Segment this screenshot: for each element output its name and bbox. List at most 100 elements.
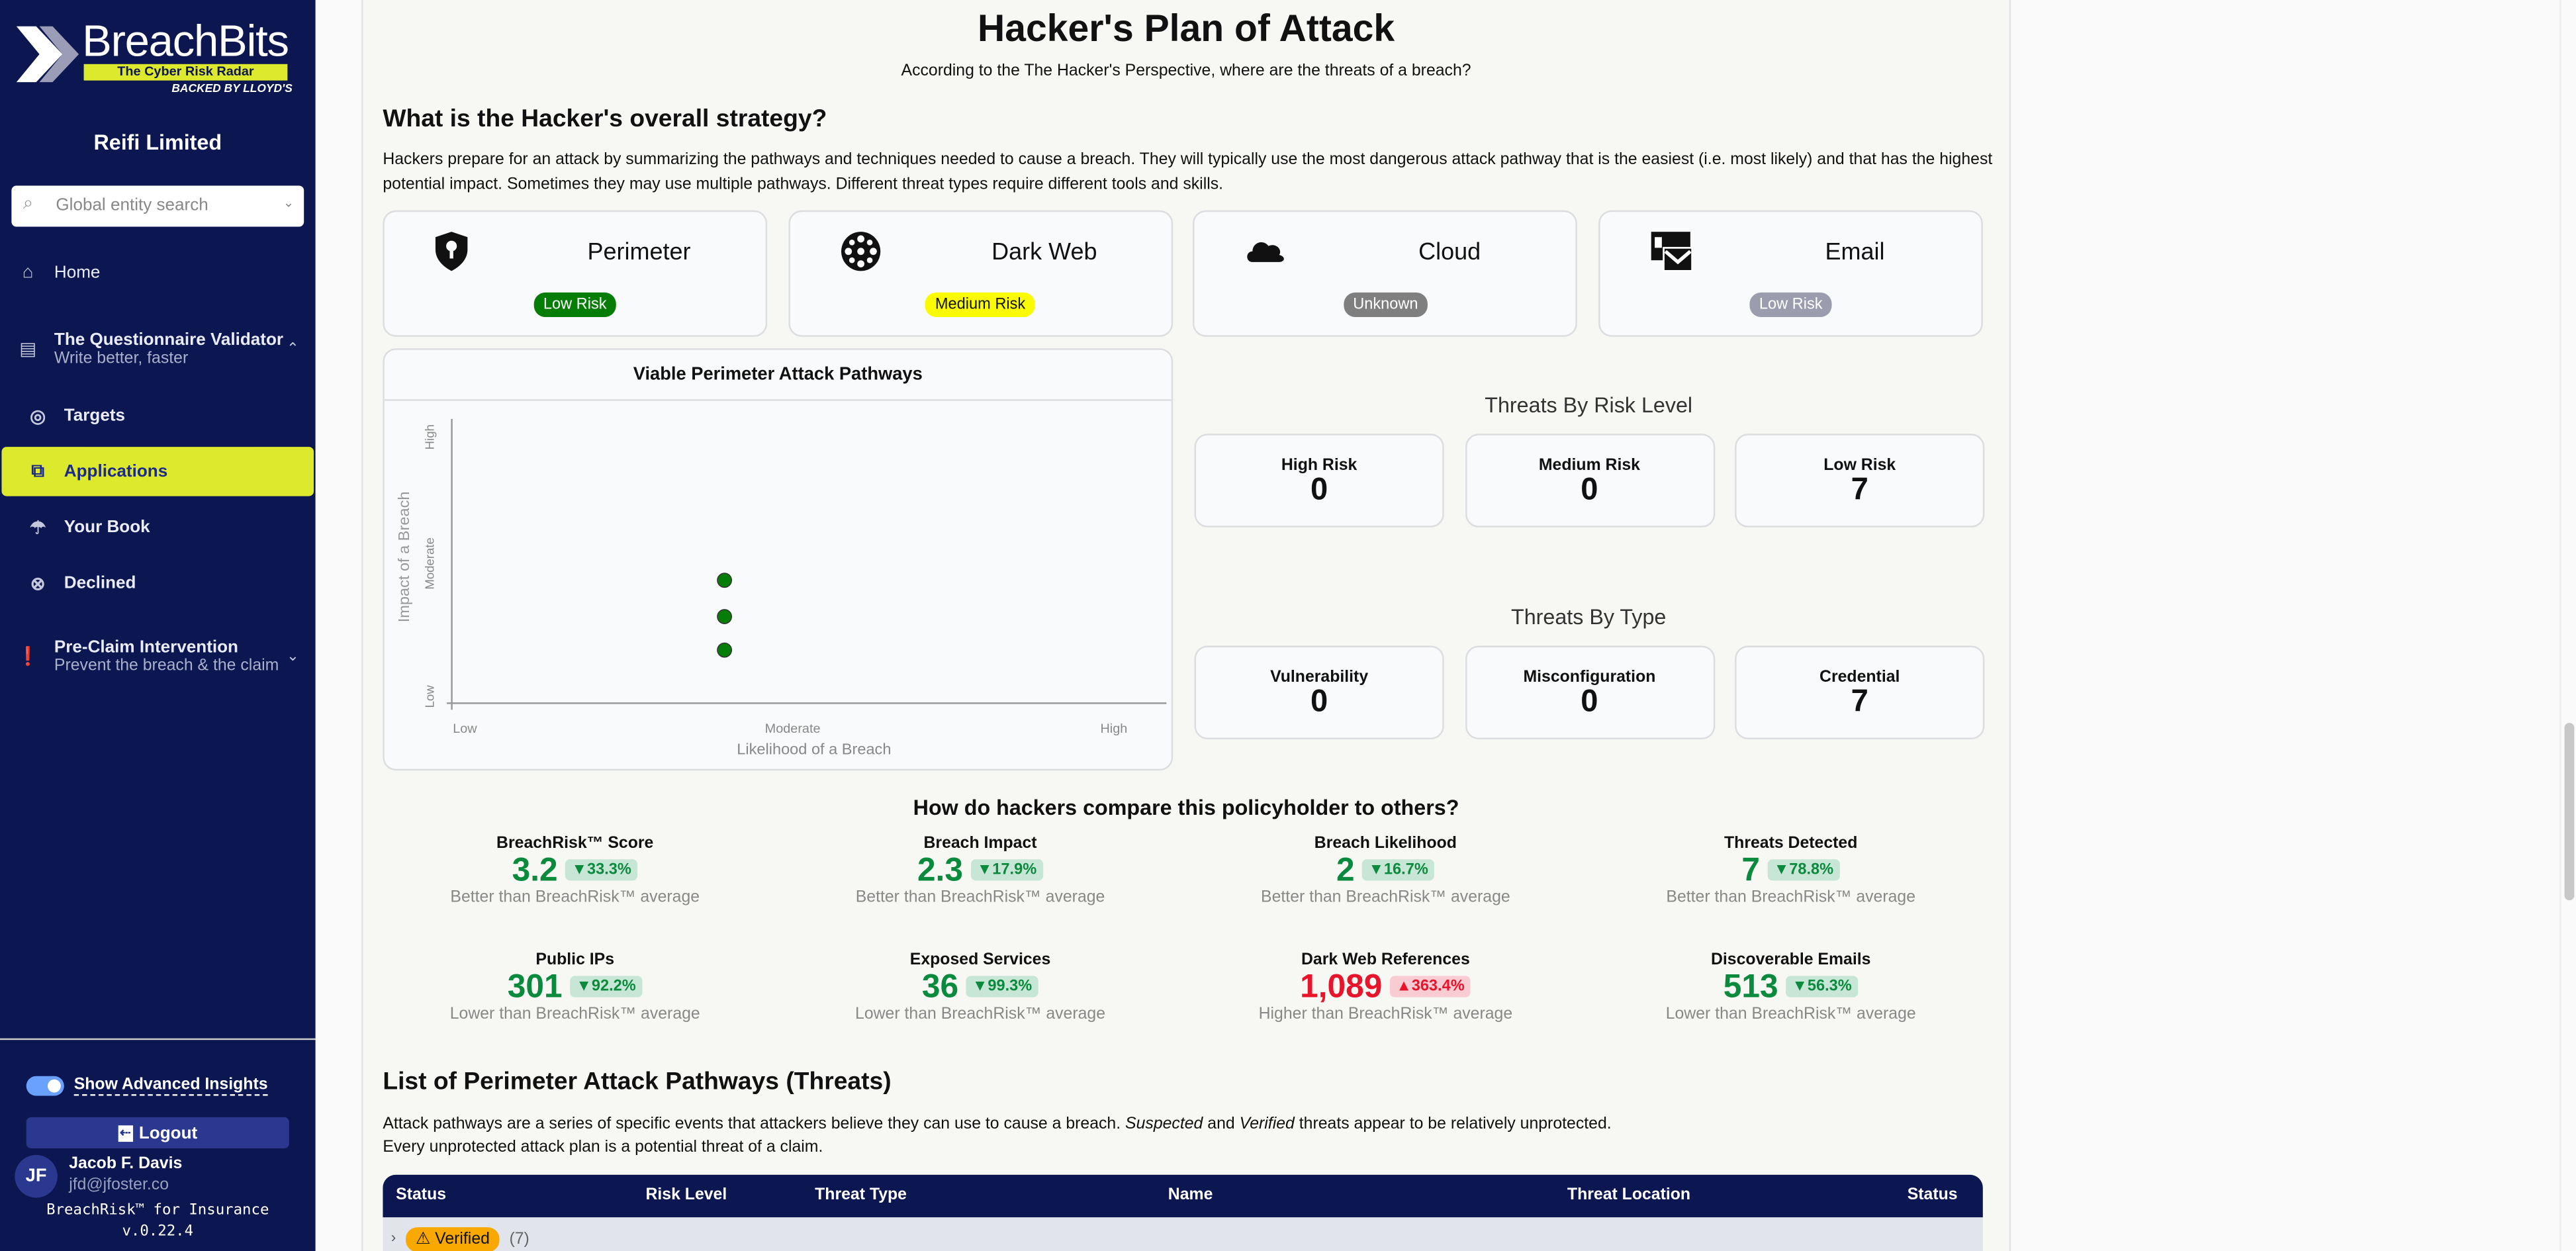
stat-delta: ▼92.2% <box>569 976 643 997</box>
triangle-down-icon: ▼ <box>1368 860 1384 879</box>
threat-category-card-perimeter[interactable]: Perimeter Low Risk <box>383 210 768 337</box>
x-circle-icon: ⊗ <box>30 574 46 594</box>
entity-name: Reifi Limited <box>93 130 222 155</box>
app-version: v.0.22.4 <box>122 1224 194 1240</box>
text: Every unprotected attack plan is a poten… <box>383 1138 823 1157</box>
category-name: Cloud <box>1418 240 1481 267</box>
advanced-insights-toggle[interactable] <box>26 1076 64 1096</box>
logo-backed-by: BACKED BY LLOYD'S <box>171 83 293 95</box>
stat-exposed-services: Exposed Services 36 ▼99.3% Lower than Br… <box>783 951 1177 1023</box>
stat-delta: ▼33.3% <box>565 859 638 881</box>
card-label: Vulnerability <box>1270 669 1369 687</box>
search-icon: ⌕ <box>23 193 34 214</box>
threat-category-card-email[interactable]: Email Low Risk <box>1598 210 1984 337</box>
stat-breach-impact: Breach Impact 2.3 ▼17.9% Better than Bre… <box>783 835 1177 907</box>
advanced-insights-label[interactable]: Show Advanced Insights <box>73 1076 268 1096</box>
delta-value: 56.3% <box>1807 977 1852 996</box>
threat-category-card-cloud[interactable]: Cloud Unknown <box>1193 210 1578 337</box>
stat-value: 7 <box>1741 853 1760 889</box>
chevron-down-icon[interactable]: ⌄ <box>287 646 299 663</box>
threat-type-card: Misconfiguration 0 <box>1464 645 1715 739</box>
stat-label: Exposed Services <box>909 951 1051 970</box>
threat-list-text: Attack pathways are a series of specific… <box>383 1114 1611 1160</box>
stat-comparison: Higher than BreachRisk™ average <box>1258 1005 1513 1024</box>
sidebar-item-applications[interactable]: ⧉ Applications <box>1 447 314 496</box>
application-search-icon: ⧉ <box>31 461 44 481</box>
stat-breachrisk-score: BreachRisk™ Score 3.2 ▼33.3% Better than… <box>378 835 772 907</box>
stat-label: Breach Likelihood <box>1314 834 1457 853</box>
product-name: BreachRisk™ for Insurance <box>46 1202 269 1219</box>
nav-label: Targets <box>64 406 126 426</box>
stat-public-ips: Public IPs 301 ▼92.2% Lower than BreachR… <box>378 951 772 1023</box>
logo-tagline: The Cyber Risk Radar <box>83 64 288 81</box>
nav-label: Declined <box>64 573 136 594</box>
chevron-up-icon[interactable]: ⌃ <box>287 339 299 356</box>
column-status[interactable]: Status <box>396 1186 447 1205</box>
risk-level-card: High Risk 0 <box>1194 434 1444 528</box>
global-entity-search[interactable]: ⌕ Global entity search ⌄ <box>11 185 304 227</box>
sidebar-item-targets[interactable]: ◎ Targets <box>0 391 316 440</box>
nav-label: Your Book <box>64 517 150 537</box>
scrollbar-thumb[interactable] <box>2564 723 2575 901</box>
stat-delta: ▼16.7% <box>1361 859 1435 881</box>
divider <box>384 399 1172 401</box>
delta-value: 92.2% <box>591 977 636 996</box>
target-icon: ◎ <box>30 406 46 427</box>
risk-level-card: Low Risk 7 <box>1735 434 1985 528</box>
logout-label: Logout <box>138 1123 198 1143</box>
scrollbar[interactable] <box>2559 0 2576 1251</box>
delta-value: 33.3% <box>587 860 631 879</box>
dark-web-icon <box>841 232 880 271</box>
card-value: 0 <box>1581 473 1598 508</box>
nav-sublabel: Write better, faster <box>54 349 189 367</box>
text-suspected: Suspected <box>1125 1115 1203 1134</box>
sidebar-item-home[interactable]: ⌂ Home <box>0 248 316 297</box>
card-label: Misconfiguration <box>1523 669 1656 687</box>
column-status-2[interactable]: Status <box>1907 1186 1958 1205</box>
column-risk-level[interactable]: Risk Level <box>645 1186 727 1205</box>
column-threat-type[interactable]: Threat Type <box>815 1186 907 1205</box>
risk-badge: Unknown <box>1343 292 1428 318</box>
threat-category-card-dark-web[interactable]: Dark Web Medium Risk <box>788 210 1173 337</box>
stat-delta: ▼99.3% <box>966 976 1039 997</box>
chevron-right-icon[interactable]: › <box>391 1228 396 1246</box>
text: and <box>1203 1115 1240 1134</box>
chart-title: Viable Perimeter Attack Pathways <box>633 365 923 385</box>
sidebar-item-your-book[interactable]: ☂ Your Book <box>0 503 316 552</box>
logout-button[interactable]: ⇠ Logout <box>26 1117 289 1148</box>
shield-keyhole-icon <box>435 232 468 271</box>
stat-value: 36 <box>921 969 959 1006</box>
sidebar-item-pre-claim-intervention[interactable]: ❗ Pre-Claim Intervention Prevent the brea… <box>0 629 316 682</box>
table-group-row[interactable]: › ⚠ Verified (7) <box>383 1217 1983 1251</box>
stat-delta: ▼17.9% <box>970 859 1044 881</box>
text: Attack pathways are a series of specific… <box>383 1115 1126 1134</box>
scatter-chart: Low Moderate High Low Moderate High Likelihood… <box>395 418 1167 757</box>
stat-delta: ▼56.3% <box>1785 976 1859 997</box>
card-value: 7 <box>1851 473 1868 508</box>
chevron-down-icon[interactable]: ⌄ <box>283 195 295 210</box>
stat-comparison: Lower than BreachRisk™ average <box>1665 1005 1916 1024</box>
breachbits-logo[interactable]: BreachBits The Cyber Risk Radar BACKED B… <box>13 17 302 102</box>
main-content: Hacker's Plan of Attack According to the… <box>361 0 2011 1251</box>
stat-dark-web-references: Dark Web References 1,089 ▲363.4% Higher… <box>1189 951 1583 1023</box>
page-subtitle: According to the The Hacker's Perspectiv… <box>901 62 1471 81</box>
data-point <box>717 609 733 624</box>
verified-badge: ⚠ Verified <box>406 1227 500 1251</box>
avatar[interactable]: JF <box>15 1154 58 1198</box>
sidebar-item-declined[interactable]: ⊗ Declined <box>0 559 316 608</box>
stat-value: 2 <box>1336 853 1355 889</box>
x-tick-label: Low <box>453 721 477 736</box>
x-tick-label: Moderate <box>765 721 821 736</box>
column-name[interactable]: Name <box>1168 1186 1213 1205</box>
stat-label: Threats Detected <box>1724 834 1858 853</box>
risk-badge: Medium Risk <box>925 292 1036 318</box>
home-icon: ⌂ <box>22 263 34 283</box>
user-name: Jacob F. Davis <box>69 1154 183 1174</box>
risk-badge: Low Risk <box>1749 292 1833 318</box>
nav-label: Home <box>54 263 101 283</box>
stat-label: Discoverable Emails <box>1710 951 1871 970</box>
column-threat-location[interactable]: Threat Location <box>1567 1186 1691 1205</box>
sidebar-item-questionnaire-validator[interactable]: ▤ The Questionnaire Validator Write bette… <box>0 322 316 374</box>
nav-label: Applications <box>64 461 168 482</box>
delta-value: 99.3% <box>988 977 1033 996</box>
